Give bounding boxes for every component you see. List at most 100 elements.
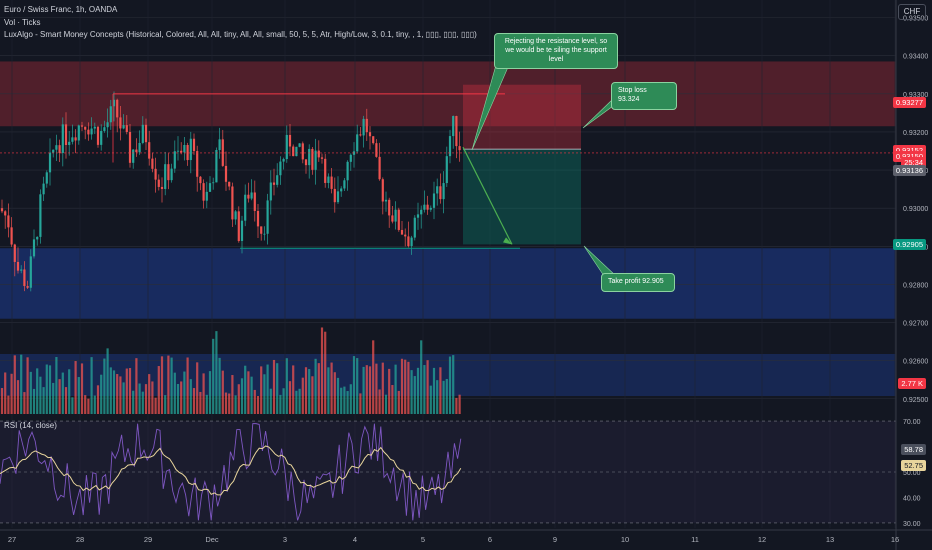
candle-body bbox=[244, 194, 247, 221]
volume-bar bbox=[26, 357, 29, 414]
volume-bar bbox=[330, 362, 333, 414]
volume-bar bbox=[138, 383, 141, 414]
rsi-legend[interactable]: RSI (14, close) bbox=[4, 421, 57, 430]
candle-body bbox=[186, 144, 189, 161]
candle-body bbox=[64, 124, 68, 146]
time-tick-label: 13 bbox=[826, 535, 834, 544]
candle-body bbox=[103, 127, 106, 131]
candle-body bbox=[237, 211, 240, 241]
candle-body bbox=[432, 193, 436, 208]
candle-body bbox=[368, 132, 372, 137]
volume-bar bbox=[176, 383, 180, 414]
volume-bar bbox=[295, 390, 298, 414]
volume-bar bbox=[199, 391, 202, 414]
candle-body bbox=[372, 136, 375, 144]
candle-body bbox=[10, 227, 13, 245]
candle-body bbox=[231, 186, 234, 220]
volume-bar bbox=[228, 393, 231, 414]
candle-body bbox=[116, 99, 119, 118]
callout-stop-loss[interactable]: Stop loss 93.324 bbox=[611, 82, 677, 110]
candle-body bbox=[39, 194, 42, 237]
candle-body bbox=[448, 136, 452, 157]
candle-body bbox=[208, 183, 212, 192]
volume-bar bbox=[256, 395, 260, 414]
volume-bar bbox=[103, 358, 106, 414]
volume-legend[interactable]: Vol · Ticks bbox=[4, 18, 41, 27]
symbol-legend[interactable]: Euro / Swiss Franc, 1h, OANDA bbox=[4, 5, 118, 14]
candle-body bbox=[458, 146, 461, 151]
candle-body bbox=[452, 116, 455, 137]
candle-body bbox=[96, 126, 100, 145]
candle-body bbox=[26, 286, 29, 288]
volume-bar bbox=[391, 385, 394, 414]
time-tick-label: 10 bbox=[621, 535, 629, 544]
price-tick-label: 0.92800 bbox=[903, 282, 928, 289]
volume-bar bbox=[208, 371, 212, 414]
candle-body bbox=[132, 149, 135, 163]
candle-body bbox=[176, 150, 180, 152]
volume-bar bbox=[359, 393, 362, 414]
volume-bar bbox=[7, 395, 10, 414]
price-tag: 0.93136 bbox=[892, 164, 926, 176]
candle-body bbox=[285, 134, 288, 160]
support-zone-lower bbox=[0, 354, 896, 396]
volume-bar bbox=[100, 374, 103, 414]
volume-bar bbox=[442, 380, 445, 414]
volume-bar bbox=[436, 380, 439, 414]
candle-body bbox=[7, 215, 10, 228]
price-tick-label: 0.93200 bbox=[903, 130, 928, 137]
volume-bar bbox=[394, 364, 397, 414]
candle-body bbox=[224, 165, 228, 182]
volume-bar bbox=[400, 358, 404, 414]
volume-bar bbox=[144, 384, 148, 414]
volume-bar bbox=[45, 364, 48, 414]
candle-body bbox=[61, 124, 64, 154]
indicator-legend[interactable]: LuxAlgo - Smart Money Concepts (Historic… bbox=[4, 30, 477, 39]
candle-body bbox=[4, 211, 7, 216]
candle-body bbox=[343, 180, 346, 189]
callout-rejecting[interactable]: Rejecting the resistance level, so we wo… bbox=[494, 33, 618, 70]
time-tick-label: Dec bbox=[205, 535, 219, 544]
candle-body bbox=[263, 233, 266, 235]
volume-bar bbox=[298, 388, 301, 414]
candle-body bbox=[404, 234, 407, 237]
volume-bar bbox=[173, 372, 176, 414]
volume-bar bbox=[93, 395, 96, 414]
currency-button[interactable]: CHF bbox=[898, 4, 926, 20]
volume-bar bbox=[112, 370, 116, 414]
volume-bar bbox=[324, 331, 327, 414]
volume-bar bbox=[333, 372, 336, 414]
volume-bar bbox=[407, 361, 410, 414]
candle-body bbox=[407, 236, 410, 247]
candle-body bbox=[68, 141, 71, 146]
volume-bar bbox=[346, 391, 349, 414]
time-tick-label: 3 bbox=[283, 535, 287, 544]
volume-bar bbox=[196, 362, 199, 414]
candle-body bbox=[314, 150, 317, 170]
volume-bar bbox=[96, 385, 100, 414]
volume-bar bbox=[154, 397, 157, 414]
volume-bar bbox=[221, 370, 224, 414]
volume-bar bbox=[311, 376, 314, 414]
volume-bar bbox=[276, 363, 279, 414]
volume-bar bbox=[132, 390, 135, 414]
candle-body bbox=[282, 159, 285, 162]
volume-bar bbox=[304, 367, 308, 414]
volume-bar bbox=[285, 358, 288, 414]
volume-bar bbox=[205, 394, 208, 414]
candle-body bbox=[381, 179, 384, 202]
callout-take-profit[interactable]: Take profit 92.905 bbox=[601, 273, 675, 292]
candle-body bbox=[20, 269, 23, 271]
candle-body bbox=[183, 144, 186, 153]
candle-body bbox=[87, 129, 90, 135]
candle-body bbox=[295, 146, 298, 157]
volume-bar bbox=[71, 397, 74, 414]
volume-bar bbox=[106, 348, 109, 414]
price-tick-label: 0.93400 bbox=[903, 54, 928, 61]
candle-body bbox=[13, 244, 16, 262]
rsi-tick-label: 50.00 bbox=[903, 470, 921, 477]
volume-bar bbox=[77, 377, 80, 414]
candle-body bbox=[36, 236, 39, 240]
